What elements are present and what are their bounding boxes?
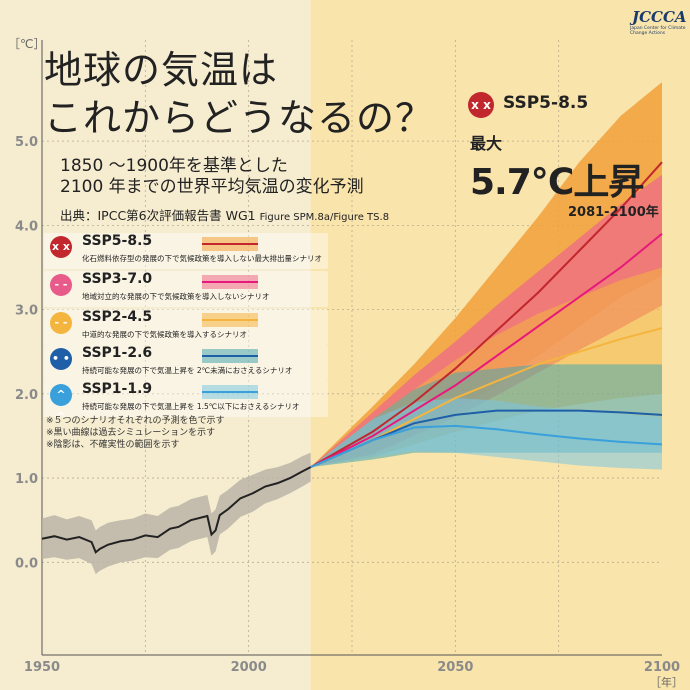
jccca-logo: JCCCA — [632, 8, 687, 26]
subtitle-line-2: 2100 年までの世界平均気温の変化予測 — [60, 177, 364, 197]
x-tick-label: 2000 — [231, 660, 267, 675]
legend-scenario-description: 化石燃料依存型の発展の下で気候政策を導入しない最大排出量シナリオ — [82, 254, 322, 263]
callout-value: 5.7℃上昇 — [470, 162, 644, 203]
dizzy-face-icon: x x — [468, 92, 494, 118]
y-tick-label: 4.0 — [15, 219, 38, 234]
note-2: ※黒い曲線は過去シミュレーションを示す — [46, 428, 216, 438]
page-title: 地球の気温は これからどうなるの？ — [44, 46, 434, 142]
legend-swatch — [202, 313, 258, 327]
happy-face-icon: ^ ^ — [50, 384, 72, 423]
uncertainty-band — [310, 174, 662, 468]
legend-swatch — [202, 385, 258, 399]
worried-face-icon: - - — [50, 274, 72, 296]
legend-item: - - SSP2-4.5 中道的な発展の下で気候政策を導入するシナリオ — [44, 309, 328, 345]
jccca-logo-subtitle: Japan Center for Climate Change Actions — [630, 26, 686, 36]
legend-swatch — [202, 237, 258, 251]
series-line — [310, 327, 663, 469]
neutral-face-icon: - - — [50, 312, 72, 334]
legend-scenario-name: SSP1-1.9 — [82, 381, 153, 397]
historical-band — [42, 452, 311, 575]
y-tick-label: 0.0 — [15, 556, 38, 571]
uncertainty-band — [310, 82, 662, 468]
title-line-1: 地球の気温は — [44, 48, 279, 92]
x-tick-label: 2050 — [437, 660, 473, 675]
legend-item: x x SSP5-8.5 化石燃料依存型の発展の下で気候政策を導入しない最大排出量シ… — [44, 233, 328, 269]
legend-scenario-description: 持続可能な発展の下で気温上昇を 1.5℃以下におさえるシナリオ — [82, 402, 300, 411]
legend-scenario-description: 中道的な発展の下で気候政策を導入するシナリオ — [82, 330, 247, 339]
legend-scenario-name: SSP5-8.5 — [82, 233, 153, 249]
legend-scenario-name: SSP2-4.5 — [82, 309, 153, 325]
source-figure: Figure SPM.8a/Figure TS.8 — [259, 212, 390, 223]
y-tick-label: 2.0 — [15, 388, 38, 403]
legend-item: • • SSP1-2.6 持続可能な発展の下で気温上昇を 2℃未満におさえるシナリオ — [44, 345, 328, 381]
source-main: 出典：IPCC第6次評価報告書 WG1 — [60, 208, 256, 223]
smile-face-icon: • • — [50, 348, 72, 370]
notes: ※５つのシナリオそれぞれの予測を色で示す ※黒い曲線は過去シミュレーションを示す… — [46, 415, 225, 451]
y-tick-label: 1.0 — [15, 472, 38, 487]
callout-max-label: 最大 — [470, 134, 503, 153]
legend-scenario-description: 地域対立的な発展の下で気候政策を導入しないシナリオ — [82, 292, 270, 301]
y-tick-label: 3.0 — [15, 304, 38, 319]
source-citation: 出典：IPCC第6次評価報告書 WG1 Figure SPM.8a/Figure… — [60, 205, 389, 224]
x-tick-label: 1950 — [24, 660, 60, 675]
note-3: ※陰影は、不確実性の範囲を示す — [46, 440, 180, 450]
callout-period: 2081-2100年 — [568, 205, 659, 220]
x-tick-label: 2100 — [644, 660, 680, 675]
series-line — [310, 232, 663, 469]
legend-swatch — [202, 349, 258, 363]
callout-scenario: SSP5-8.5 — [503, 93, 589, 113]
historical-line — [41, 466, 312, 554]
title-line-2: これからどうなるの？ — [44, 96, 435, 140]
subtitle: 1850 ～1900年を基準とした 2100 年までの世界平均気温の変化予測 — [60, 156, 364, 198]
series-line — [310, 409, 663, 469]
note-1: ※５つのシナリオそれぞれの予測を色で示す — [46, 416, 225, 426]
y-axis-label: ［℃］ — [8, 37, 45, 51]
legend-scenario-description: 持続可能な発展の下で気温上昇を 2℃未満におさえるシナリオ — [82, 366, 293, 375]
legend-scenario-name: SSP3-7.0 — [82, 271, 153, 287]
uncertainty-band — [310, 398, 662, 470]
legend-item: - - SSP3-7.0 地域対立的な発展の下で気候政策を導入しないシナリオ — [44, 271, 328, 307]
legend-scenario-name: SSP1-2.6 — [82, 345, 153, 361]
y-tick-label: 5.0 — [15, 135, 38, 150]
legend-item: ^ ^ SSP1-1.9 持続可能な発展の下で気温上昇を 1.5℃以下におさえるシナ… — [44, 381, 328, 423]
series-line — [310, 161, 663, 468]
x-axis-label: ［年］ — [650, 675, 683, 689]
dizzy-face-icon: x x — [50, 236, 72, 258]
legend-swatch — [202, 275, 258, 289]
series-line — [310, 424, 663, 469]
subtitle-line-1: 1850 ～1900年を基準とした — [60, 156, 288, 176]
